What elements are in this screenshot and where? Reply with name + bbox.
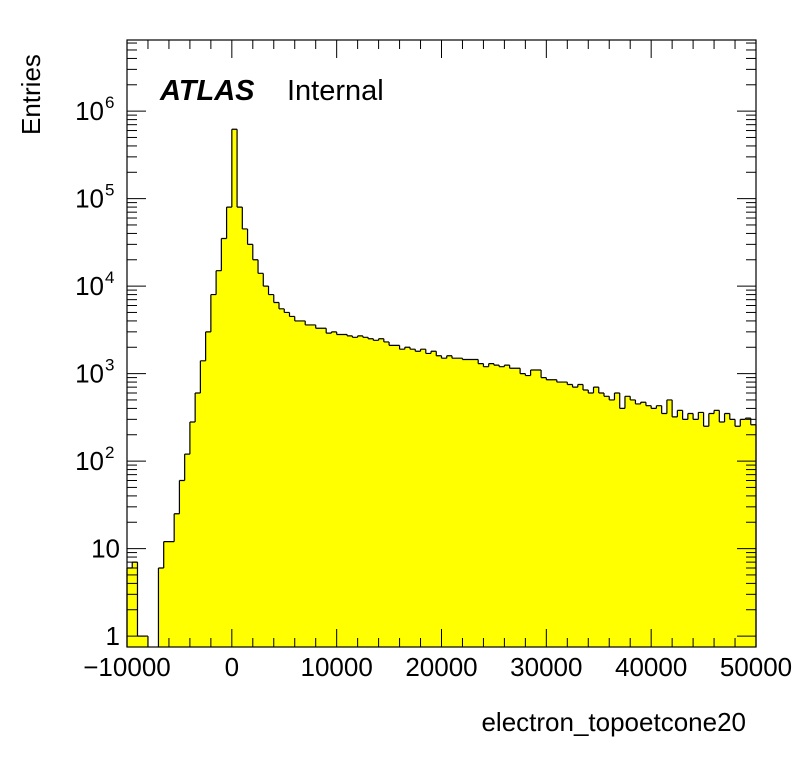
y-tick-label-exponent: 2 [105,443,114,462]
atlas-label: ATLAS [159,75,255,107]
y-tick-label: 10 [75,446,104,476]
histogram-fill [127,129,756,648]
x-tick-label: 10000 [301,652,373,682]
x-tick-label: 20000 [405,652,477,682]
y-axis-title: Entries [16,54,46,135]
y-tick-label-exponent: 3 [105,356,114,375]
x-tick-label: 30000 [510,652,582,682]
x-tick-label: 40000 [615,652,687,682]
y-tick-label-exponent: 6 [105,93,114,112]
axis-ticks [126,40,757,647]
y-tick-label-exponent: 4 [105,268,114,287]
x-tick-label: 50000 [720,652,792,682]
y-tick-label: 1 [106,621,120,651]
internal-label: Internal [287,75,384,107]
x-tick-labels: −10000 0 10000 20000 30000 40000 50000 [83,652,792,682]
y-tick-label: 10 [75,271,104,301]
y-tick-label: 10 [75,359,104,389]
x-tick-label: −10000 [83,652,170,682]
y-tick-label-exponent: 5 [105,181,114,200]
x-axis-title: electron_topoetcone20 [481,707,746,737]
y-tick-label: 10 [75,96,104,126]
y-tick-label: 10 [91,534,120,564]
x-tick-label: 0 [225,652,239,682]
y-tick-label: 10 [75,184,104,214]
